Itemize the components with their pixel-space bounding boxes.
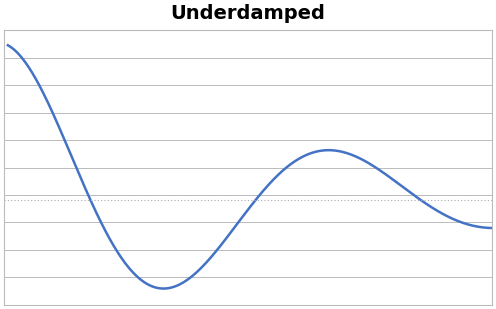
Title: Underdamped: Underdamped [171, 4, 325, 23]
